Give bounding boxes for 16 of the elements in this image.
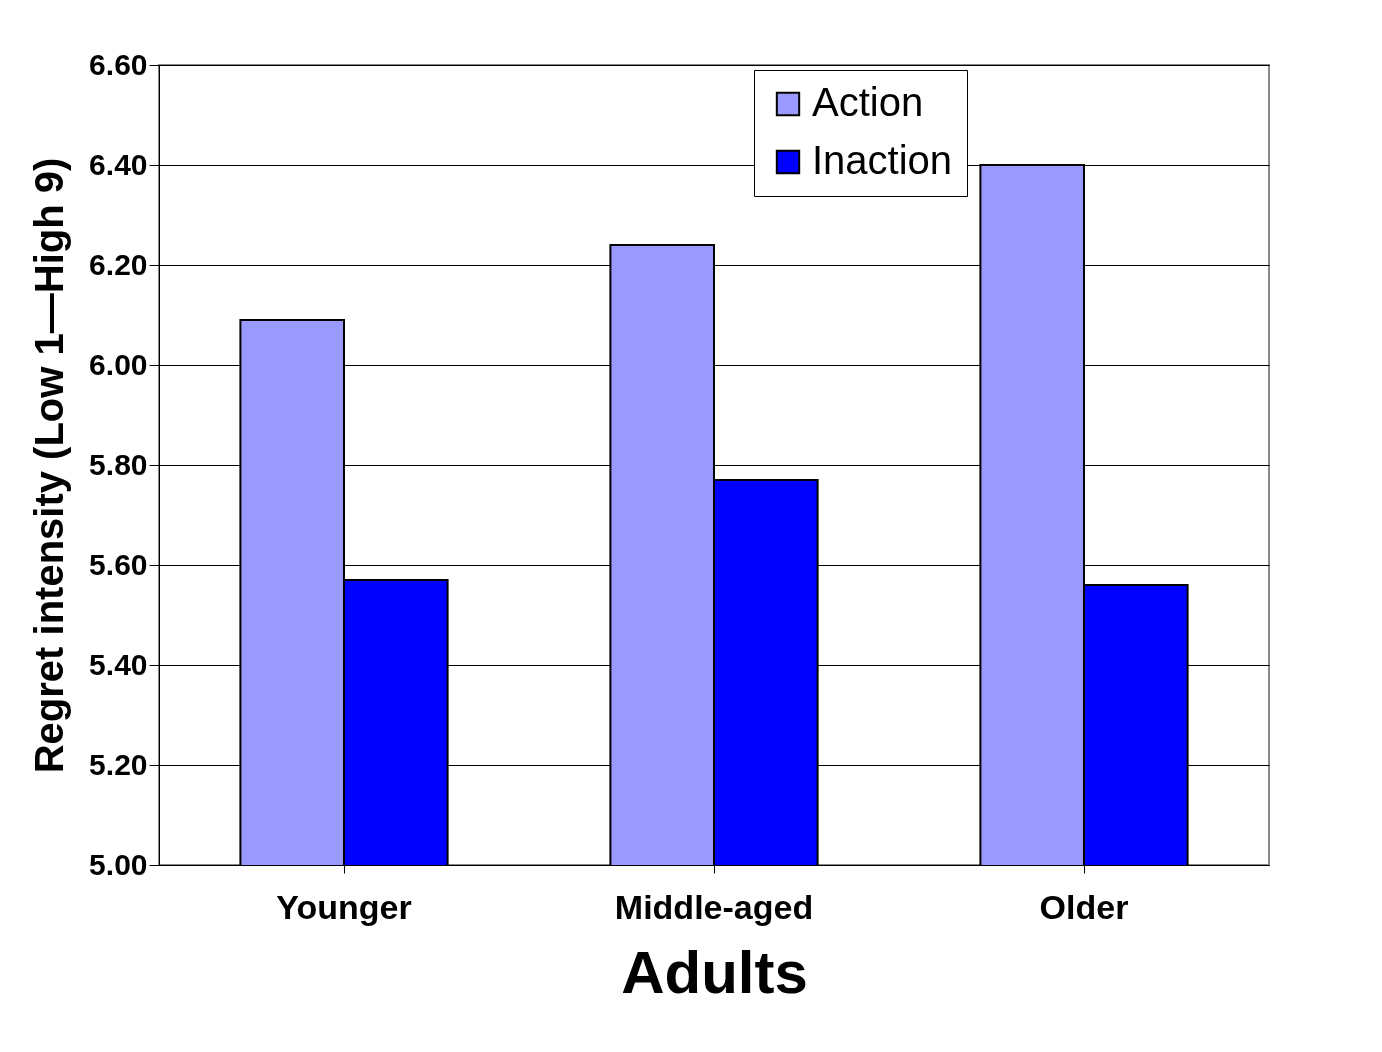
legend-label: Action [812, 80, 924, 124]
y-tick-label: 6.20 [89, 247, 148, 281]
x-tick-label: Younger [276, 887, 412, 926]
y-tick-label: 6.60 [89, 47, 148, 81]
y-axis-title: Regret intensity (Low 1—High 9) [27, 157, 72, 774]
y-tick-label: 5.00 [89, 847, 148, 881]
legend-label: Inaction [812, 138, 953, 182]
y-tick-label: 6.40 [89, 147, 148, 181]
x-axis-title: Adults [621, 938, 808, 1006]
y-tick-label: 5.40 [89, 647, 148, 681]
y-tick-label: 6.00 [89, 347, 148, 381]
y-tick-label: 5.60 [89, 547, 148, 581]
x-tick-label: Older [1039, 887, 1129, 926]
y-tick-label: 5.20 [89, 747, 148, 781]
y-tick-label: 5.80 [89, 447, 148, 481]
x-tick-label: Middle-aged [614, 887, 814, 926]
